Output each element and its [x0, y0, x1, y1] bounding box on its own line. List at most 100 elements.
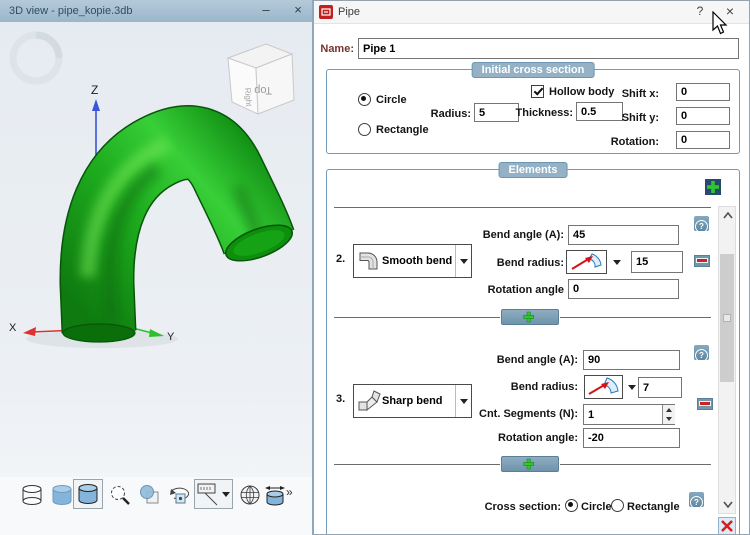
element2-bend-angle-input[interactable] [568, 225, 679, 245]
cnt-segments-spinner[interactable] [662, 405, 675, 424]
cross-section-rectangle-radio[interactable] [611, 499, 624, 512]
svg-text:X: X [9, 322, 17, 334]
3d-view-title: 3D view - pipe_kopie.3db [9, 5, 133, 17]
svg-text:Top: Top [254, 84, 272, 96]
scrollbar-grip[interactable] [723, 314, 731, 322]
shift-x-label: Shift x: [621, 88, 659, 100]
shift-y-label: Shift y: [621, 112, 659, 124]
divider [334, 464, 500, 465]
pipe-app-icon [319, 5, 333, 19]
element3-cnt-segments-label: Cnt. Segments (N): [479, 408, 578, 420]
chevron-down-icon[interactable] [613, 260, 621, 265]
cross-section-help-button[interactable]: ? [689, 492, 704, 509]
name-input[interactable] [358, 38, 739, 59]
rotation-label: Rotation: [610, 136, 659, 148]
element2-bend-radius-mode-button[interactable] [566, 250, 607, 274]
scroll-up-icon[interactable] [722, 211, 734, 221]
shift-y-input[interactable] [676, 107, 730, 125]
elements-scrollbar[interactable] [718, 206, 736, 514]
orbit-button[interactable] [167, 483, 191, 507]
initial-cross-section-title: Initial cross section [471, 62, 595, 78]
transparency-button[interactable] [138, 483, 162, 507]
thickness-label: Thickness: [515, 107, 573, 119]
insert-element-button[interactable] [501, 309, 559, 325]
smooth-bend-icon [359, 252, 378, 270]
measure-button[interactable] [263, 483, 287, 507]
element2-bend-radius-label: Bend radius: [496, 257, 564, 269]
cross-section-circle-label: Circle [581, 501, 612, 513]
element3-cnt-segments-input[interactable] [583, 404, 675, 425]
svg-text:Z: Z [91, 83, 98, 97]
element2-bend-radius-input[interactable] [631, 251, 683, 273]
element2-type-label: Smooth bend [382, 255, 453, 267]
3d-viewport[interactable]: Z X Y [0, 22, 312, 535]
dialog-titlebar: Pipe ? × [314, 1, 749, 24]
view-cube[interactable]: Right Top [212, 32, 304, 124]
element3-index: 3. [336, 393, 346, 405]
close-icon[interactable]: × [725, 3, 735, 19]
hollow-body-label: Hollow body [549, 86, 615, 98]
chevron-down-icon[interactable] [628, 385, 636, 390]
delete-all-button[interactable] [718, 517, 736, 534]
element2-rotation-angle-label: Rotation angle [487, 284, 564, 296]
element2-rotation-angle-input[interactable] [568, 279, 679, 299]
mesh-display-button[interactable] [238, 483, 262, 507]
divider [560, 464, 711, 465]
element3-bend-angle-input[interactable] [583, 350, 680, 370]
dialog-title: Pipe [338, 6, 361, 18]
shift-x-input[interactable] [676, 83, 730, 101]
initial-cross-section-group: Initial cross section [326, 62, 740, 154]
cross-section-circle-radio[interactable] [565, 499, 578, 512]
elements-group: Elements [326, 162, 740, 534]
3d-view-window: 3D view - pipe_kopie.3db – × [0, 0, 313, 535]
radius-label: Radius: [430, 108, 471, 120]
view-cube-front-face[interactable] [255, 53, 295, 115]
minimize-button[interactable]: – [262, 2, 270, 17]
rectangle-radio[interactable] [358, 123, 371, 136]
sharp-bend-icon [358, 390, 381, 412]
chevron-down-icon[interactable] [455, 245, 471, 277]
element3-help-button[interactable]: ? [694, 345, 709, 362]
shaded-edges-view-button[interactable] [73, 479, 103, 509]
help-icon[interactable]: ? [696, 4, 704, 18]
element3-remove-button[interactable] [697, 398, 713, 410]
scroll-down-icon[interactable] [722, 499, 734, 509]
close-icon[interactable]: × [294, 2, 302, 17]
3d-scene: Z X Y [9, 31, 297, 348]
element2-help-button[interactable]: ? [694, 216, 709, 233]
divider [560, 317, 711, 318]
wireframe-view-button[interactable] [20, 483, 44, 507]
rotation-input[interactable] [676, 131, 730, 149]
scrollbar-thumb[interactable] [720, 254, 734, 382]
spinner-down-icon[interactable] [663, 415, 675, 425]
watermark-arc [35, 31, 63, 59]
circle-label: Circle [376, 94, 407, 106]
element3-type-dropdown[interactable]: Sharp bend [353, 384, 472, 418]
element3-bend-radius-label: Bend radius: [510, 381, 578, 393]
hollow-body-checkbox[interactable] [531, 85, 544, 98]
element2-remove-button[interactable] [694, 255, 710, 267]
3d-view-titlebar: 3D view - pipe_kopie.3db – × [0, 0, 312, 23]
insert-element-button[interactable] [501, 456, 559, 472]
divider [334, 207, 711, 208]
radius-input[interactable] [474, 103, 519, 122]
element3-rotation-angle-label: Rotation angle: [497, 432, 578, 444]
thickness-input[interactable] [576, 102, 623, 121]
zoom-button[interactable] [108, 483, 132, 507]
bend-radius-icon [571, 253, 602, 270]
add-element-icon[interactable] [705, 179, 721, 195]
shaded-view-button[interactable] [50, 483, 74, 507]
chevron-down-icon[interactable] [455, 385, 471, 417]
view-toolbar: » [0, 477, 312, 535]
divider [334, 317, 500, 318]
toolbar-overflow-button[interactable]: » [286, 485, 293, 499]
spinner-up-icon[interactable] [663, 405, 675, 415]
element3-bend-radius-input[interactable] [638, 377, 682, 398]
circle-radio[interactable] [358, 93, 371, 106]
pipe-model[interactable] [59, 105, 297, 343]
element3-bend-radius-mode-button[interactable] [584, 375, 623, 399]
annotation-tool-button[interactable] [194, 479, 233, 509]
bend-radius-icon [588, 377, 619, 395]
element2-type-dropdown[interactable]: Smooth bend [353, 244, 472, 278]
element3-rotation-angle-input[interactable] [583, 428, 680, 448]
